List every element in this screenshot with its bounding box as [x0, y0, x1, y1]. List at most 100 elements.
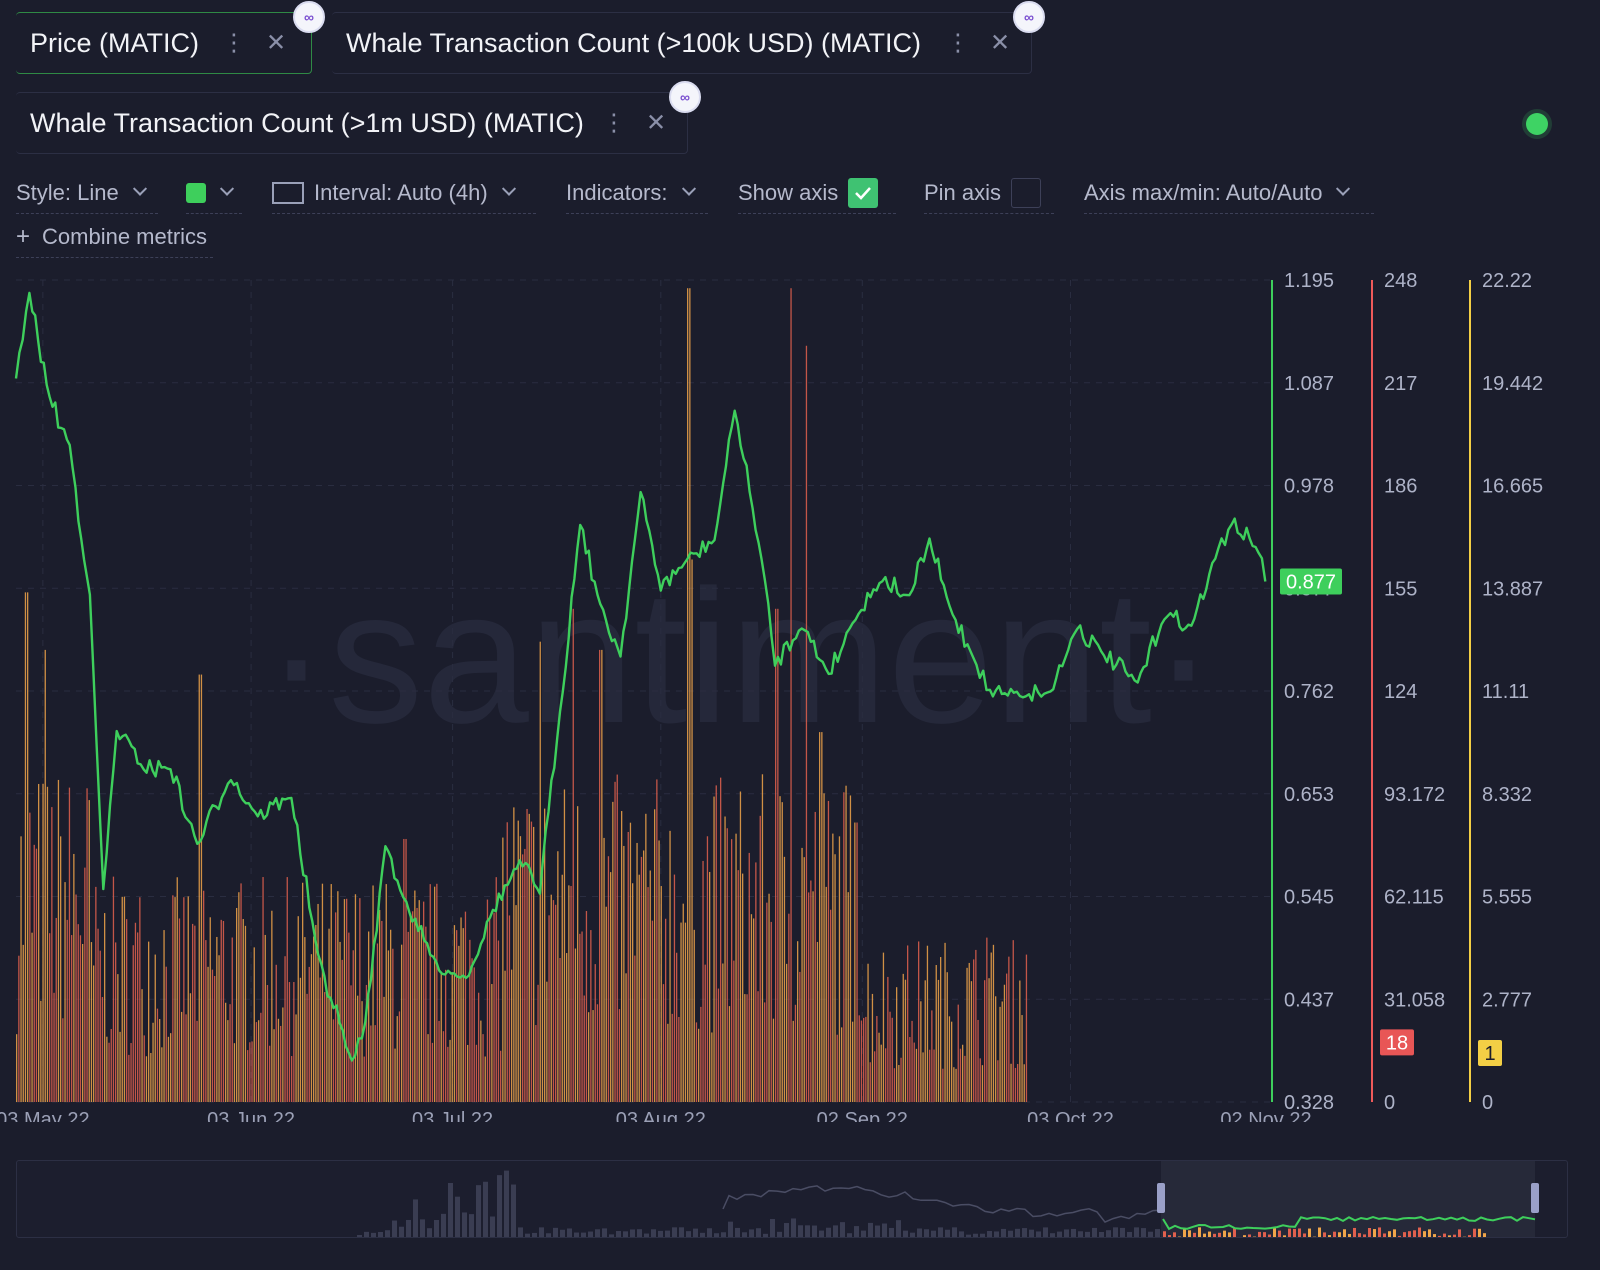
count-bar — [856, 822, 858, 1102]
pin-axis-checkbox[interactable] — [1011, 177, 1042, 208]
count-bar — [178, 918, 181, 1102]
navigator-bar — [1278, 1230, 1281, 1237]
navigator-bar — [1085, 1231, 1090, 1237]
count-bar — [75, 894, 77, 1102]
count-bar — [44, 649, 46, 1102]
count-bar — [176, 877, 178, 1102]
count-bar — [673, 874, 676, 1102]
close-icon[interactable]: ✕ — [266, 29, 287, 57]
count-bar — [40, 1000, 42, 1102]
count-bar — [990, 952, 992, 1102]
close-icon[interactable]: ✕ — [990, 29, 1011, 57]
count-bar — [181, 1011, 183, 1102]
count-bar — [148, 941, 150, 1102]
more-options-icon[interactable]: ⋮ — [222, 29, 246, 57]
count-bar — [57, 779, 60, 1102]
y-tick-label: 248 — [1384, 270, 1417, 292]
navigator-bar — [1178, 1236, 1181, 1237]
navigator-bar — [1078, 1231, 1083, 1237]
count-bar — [319, 977, 321, 1102]
count-bar — [750, 914, 753, 1102]
navigator-bar — [518, 1227, 523, 1237]
live-status-dot — [1526, 113, 1548, 135]
count-bar — [209, 917, 211, 1102]
tab-whale-1m-label: Whale Transaction Count (>1m USD) (MATIC… — [30, 107, 584, 138]
count-bar — [667, 1023, 669, 1102]
show-axis-toggle[interactable]: Show axis — [738, 172, 896, 214]
count-bar — [361, 1001, 363, 1102]
count-bar — [79, 935, 82, 1102]
pin-axis-toggle[interactable]: Pin axis — [924, 172, 1054, 214]
count-bar — [156, 1008, 159, 1102]
count-bar — [577, 806, 579, 1102]
color-picker[interactable] — [186, 172, 242, 214]
count-bar — [372, 885, 374, 1102]
axis-maxmin-dropdown[interactable]: Axis max/min: Auto/Auto — [1084, 172, 1374, 214]
count-bar — [717, 988, 720, 1102]
count-bar — [816, 941, 819, 1102]
navigator-bar — [371, 1232, 376, 1237]
indicators-dropdown[interactable]: Indicators: — [566, 172, 708, 214]
count-bar — [390, 929, 392, 1102]
count-bar — [845, 785, 847, 1102]
navigator-bar — [1008, 1230, 1013, 1237]
tab-whale-1m[interactable]: Whale Transaction Count (>1m USD) (MATIC… — [16, 81, 701, 154]
count-bar — [992, 944, 995, 1102]
x-tick-label: 03 Aug 22 — [616, 1109, 706, 1122]
count-bar — [968, 962, 970, 1102]
navigator-bar — [1203, 1233, 1206, 1237]
count-bar — [174, 897, 176, 1102]
navigator-bar — [721, 1232, 726, 1237]
navigator-bar — [1343, 1229, 1346, 1237]
count-bar — [504, 970, 506, 1102]
count-bar — [880, 1044, 882, 1102]
count-bar — [665, 918, 667, 1102]
navigator-bar — [1015, 1228, 1020, 1237]
count-bar — [1021, 1015, 1023, 1102]
navigator-bar — [1338, 1232, 1341, 1237]
show-axis-checkbox[interactable] — [848, 177, 879, 208]
close-icon[interactable]: ✕ — [646, 109, 667, 137]
count-bar — [167, 1036, 170, 1102]
count-bar — [731, 839, 733, 1102]
combine-metrics-button[interactable]: + Combine metrics — [16, 216, 214, 258]
count-bar — [680, 922, 682, 1102]
count-bar — [445, 969, 447, 1102]
interval-dropdown[interactable]: Interval: Auto (4h) — [272, 172, 536, 214]
count-bar — [524, 848, 526, 1102]
count-bar — [247, 1050, 249, 1102]
count-bar — [370, 1025, 372, 1102]
count-bar — [1008, 956, 1010, 1102]
count-bar — [108, 1042, 110, 1102]
metrics-chart[interactable]: ·santiment·03 May 22 03 Jun 22 03 Jul 22 03… — [0, 262, 1600, 1122]
count-bar — [722, 963, 724, 1102]
navigator-bar — [1253, 1236, 1256, 1237]
timeline-navigator[interactable] — [16, 1160, 1568, 1238]
more-options-icon[interactable]: ⋮ — [946, 29, 970, 57]
navigator-bar — [553, 1227, 558, 1237]
price-last-value-bg — [1280, 568, 1342, 595]
count-bar — [568, 885, 570, 1102]
count-bar — [27, 592, 29, 1102]
count-bar — [770, 921, 772, 1102]
count-bar — [900, 1057, 902, 1102]
count-bar — [203, 890, 205, 1102]
count-bar — [280, 1025, 282, 1102]
x-tick-label: 03 May 22 — [0, 1109, 90, 1122]
tab-price[interactable]: Price (MATIC) ⋮ ✕ ∞ — [16, 1, 325, 74]
tab-whale-100k-label: Whale Transaction Count (>100k USD) (MAT… — [346, 27, 921, 58]
tab-whale-100k[interactable]: Whale Transaction Count (>100k USD) (MAT… — [332, 1, 1045, 74]
count-bar — [612, 801, 614, 1102]
more-options-icon[interactable]: ⋮ — [602, 109, 626, 137]
count-bar — [662, 984, 665, 1102]
count-bar — [350, 985, 352, 1102]
style-dropdown[interactable]: Style: Line — [16, 172, 158, 214]
navigator-selection — [1161, 1161, 1535, 1237]
count-bar — [775, 608, 777, 1102]
navigator-bar — [763, 1233, 768, 1237]
count-bar — [761, 774, 764, 1102]
count-bar — [343, 899, 346, 1102]
count-bar — [159, 1019, 161, 1102]
count-bar — [627, 831, 629, 1102]
navigator-bar — [1106, 1230, 1111, 1237]
